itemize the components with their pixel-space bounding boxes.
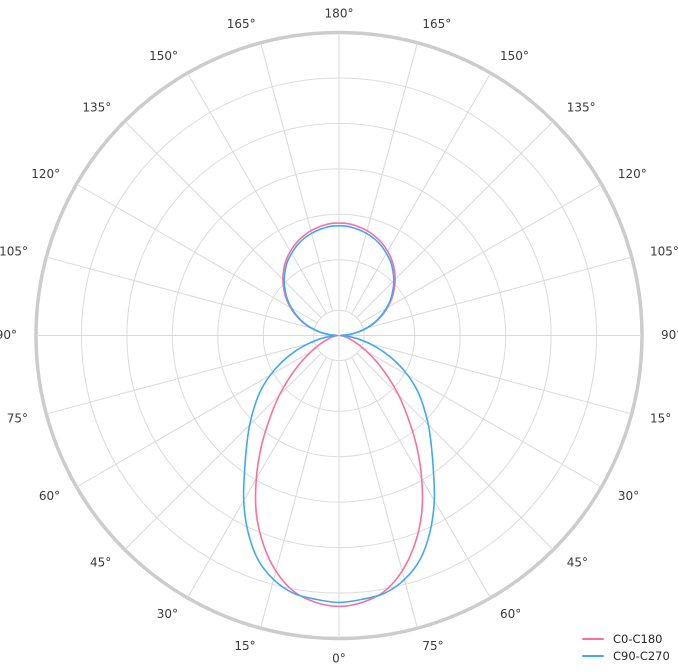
angle-tick-label: 165° — [422, 17, 451, 31]
legend-label-c0: C0-C180 — [613, 632, 663, 646]
angle-tick-label: 120° — [618, 167, 647, 181]
intensity-curve-c90-c270 — [242, 225, 436, 604]
angle-tick-label: 135° — [82, 100, 111, 114]
angle-tick-label: 150° — [500, 49, 529, 63]
angle-tick-label: 75° — [7, 411, 28, 425]
angle-tick-label: 105° — [0, 245, 28, 259]
polar-grid-spoke — [360, 347, 602, 488]
polar-grid-spoke — [124, 120, 322, 319]
legend-label-c90: C90-C270 — [613, 649, 670, 663]
angle-tick-label: 120° — [31, 167, 60, 181]
angle-tick-label: 90° — [0, 328, 17, 342]
angle-tick-label: 60° — [500, 607, 521, 621]
angle-tick-label: 30° — [157, 607, 178, 621]
angle-tick-label: 75° — [422, 639, 443, 653]
polar-grid-spoke — [260, 359, 333, 629]
chart-legend: C0-C180 C90-C270 — [582, 632, 670, 663]
polar-grid-spoke — [345, 359, 418, 629]
angle-tick-label: 30° — [618, 489, 639, 503]
angle-tick-label: 105° — [650, 245, 678, 259]
polar-grid-spoke — [124, 352, 322, 551]
polar-grid-spoke — [260, 42, 333, 312]
angle-tick-label: 180° — [325, 7, 354, 21]
angle-tick-label: 150° — [149, 49, 178, 63]
polar-grid-spoke — [76, 183, 318, 324]
polar-grid-spoke — [46, 341, 315, 415]
angle-tick-label: 45° — [90, 556, 111, 570]
polar-grid-spoke — [187, 72, 327, 314]
legend-item-c90: C90-C270 — [582, 649, 670, 663]
polar-grid-spoke — [76, 347, 318, 488]
angle-tick-label: 15° — [234, 639, 255, 653]
angle-tick-label: 15° — [650, 411, 671, 425]
polar-grid-spoke — [356, 352, 554, 551]
legend-line-c90-icon — [582, 655, 604, 657]
angle-tick-label: 165° — [227, 17, 256, 31]
polar-grid-spoke — [351, 72, 491, 314]
polar-grid-spoke — [363, 341, 632, 415]
angle-tick-label: 0° — [332, 651, 346, 665]
polar-grid-spoke — [363, 256, 632, 330]
polar-grid-spoke — [345, 42, 418, 312]
polar-grid-spoke — [356, 120, 554, 319]
angle-tick-label: 60° — [39, 489, 60, 503]
legend-item-c0: C0-C180 — [582, 632, 670, 646]
polar-grid-spoke — [360, 183, 602, 324]
polar-grid-spoke — [46, 256, 315, 330]
angle-tick-label: 135° — [567, 100, 596, 114]
angle-tick-label: 45° — [567, 556, 588, 570]
intensity-curve-c0-c180 — [254, 222, 424, 608]
legend-line-c0-icon — [582, 638, 604, 640]
angle-tick-label: 90° — [661, 328, 678, 342]
